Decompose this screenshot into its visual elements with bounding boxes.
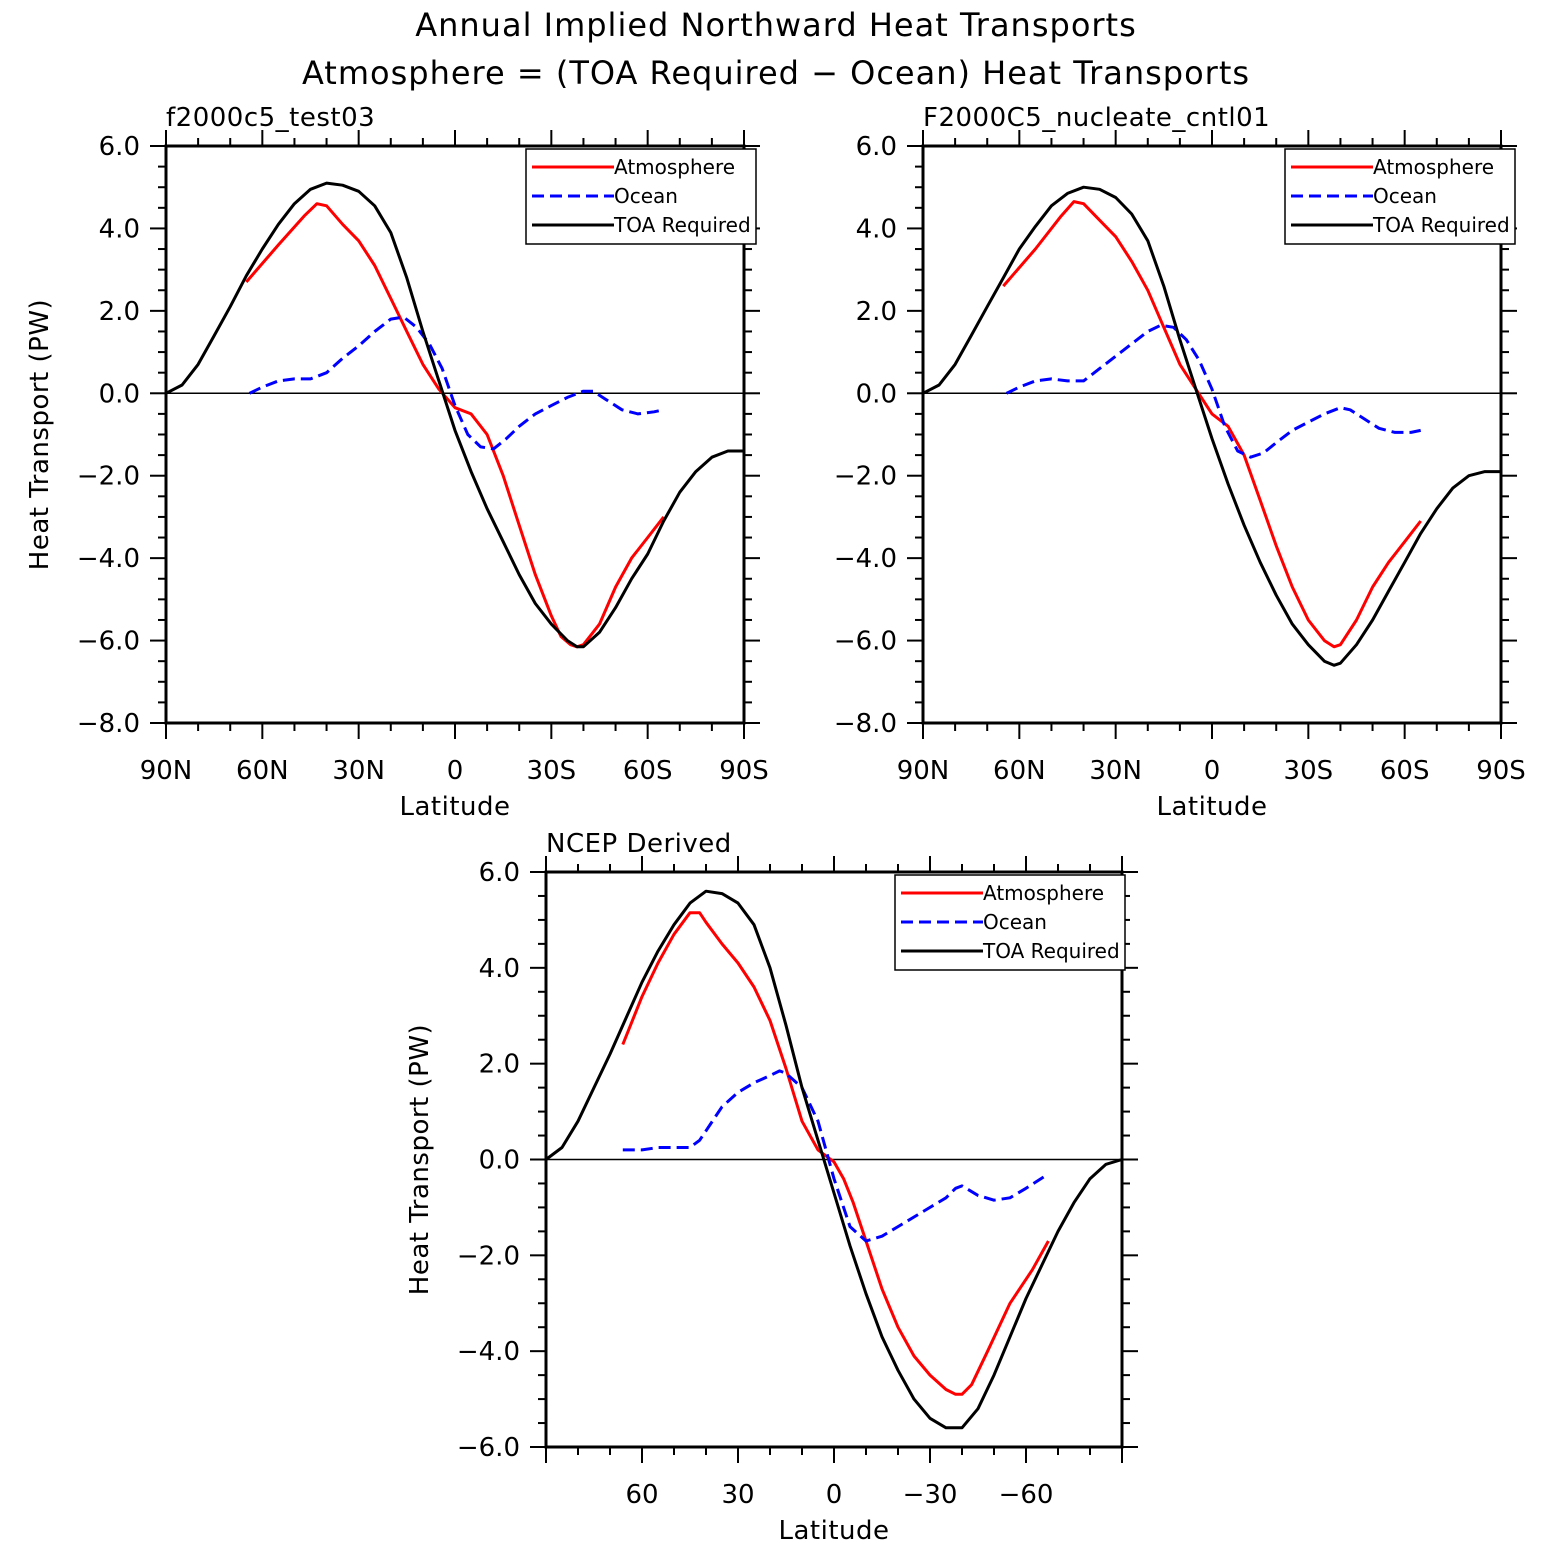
series-line-atmosphere [1002,200,1422,649]
x-tick-label: 30 [721,1480,754,1510]
x-tick-label: 30N [1089,756,1142,786]
x-tick-label: −60 [999,1480,1054,1510]
x-tick-label: 90N [897,756,950,786]
legend-box [894,874,1126,971]
legend-entry: TOA Required [982,939,1120,963]
series-line-ocean [1005,323,1422,459]
x-tick-label: 60N [236,756,289,786]
x-tick-label: 30N [332,756,385,786]
x-tick-label: 60 [625,1480,658,1510]
legend: Atmosphere Ocean TOA Required [894,874,1126,971]
legend-box [1284,148,1516,245]
x-tick-label: 60N [993,756,1046,786]
legend-entry: TOA Required [613,213,751,237]
x-axis-label: Latitude [399,792,510,822]
figure-title-line2: Atmosphere = (TOA Required − Ocean) Heat… [302,54,1250,92]
legend-entry: Ocean [983,910,1047,934]
x-axis-label: Latitude [778,1516,889,1546]
series-line-ocean [248,315,665,451]
legend-entry: Atmosphere [1373,155,1494,179]
panel-title: f2000c5_test03 [166,103,375,133]
y-tick-label: −6.0 [77,627,140,657]
series-line-atmosphere [245,202,665,649]
y-tick-label: −2.0 [834,462,897,492]
y-tick-label: 2.0 [99,297,140,327]
series-line-toa-required [922,185,1501,667]
legend-entry: Atmosphere [983,881,1104,905]
x-tick-label: 90N [140,756,193,786]
legend-entry: Ocean [614,184,678,208]
y-tick-label: 4.0 [856,214,897,244]
x-tick-label: −30 [903,1480,958,1510]
x-tick-label: 0 [1204,756,1221,786]
series-line-toa-required [165,181,744,649]
y-tick-label: −4.0 [457,1337,520,1367]
y-tick-label: −8.0 [834,709,897,739]
y-tick-label: −6.0 [834,627,897,657]
y-tick-label: 4.0 [99,214,140,244]
x-tick-label: 60S [1380,756,1430,786]
y-tick-label: −2.0 [457,1241,520,1271]
y-tick-label: 2.0 [856,297,897,327]
x-tick-label: 0 [826,1480,843,1510]
y-tick-label: 2.0 [479,1050,520,1080]
y-tick-label: 0.0 [99,379,140,409]
series-line-ocean [622,1069,1050,1243]
y-tick-label: 4.0 [479,954,520,984]
x-tick-label: 90S [719,756,769,786]
y-tick-label: 6.0 [479,858,520,888]
legend-entry: TOA Required [1372,213,1510,237]
x-tick-label: 90S [1476,756,1526,786]
legend-box [525,148,757,245]
legend-entry: Atmosphere [614,155,735,179]
figure-title-line1: Annual Implied Northward Heat Transports [415,6,1137,44]
panel-title: NCEP Derived [546,829,732,859]
legend: Atmosphere Ocean TOA Required [525,148,757,245]
y-axis-label: Heat Transport (PW) [405,1024,435,1295]
y-tick-label: −8.0 [77,709,140,739]
chart-panel-3: NCEP Derived 6.0 4.0 2.0 0.0 −2.0 −4.0 −6.0 60 30… [405,829,1138,1546]
panel-title: F2000C5_nucleate_cntl01 [923,103,1270,133]
legend-entry: Ocean [1373,184,1437,208]
y-tick-label: −4.0 [834,544,897,574]
chart-panel-1: f2000c5_test03 6.0 4.0 2.0 0.0 −2.0 −4.0 −6.0 −8… [25,103,769,822]
x-axis-label: Latitude [1156,792,1267,822]
x-tick-label: 0 [447,756,464,786]
y-tick-label: −4.0 [77,544,140,574]
y-tick-label: 6.0 [856,132,897,162]
y-tick-label: 6.0 [99,132,140,162]
x-tick-label: 30S [527,756,577,786]
x-tick-label: 60S [623,756,673,786]
series-line-atmosphere [621,911,1050,1396]
y-tick-label: −2.0 [77,462,140,492]
y-axis-label: Heat Transport (PW) [25,299,55,570]
y-tick-label: 0.0 [856,379,897,409]
y-tick-label: −6.0 [457,1433,520,1463]
y-tick-label: 0.0 [479,1146,520,1176]
legend: Atmosphere Ocean TOA Required [1284,148,1516,245]
x-tick-label: 30S [1284,756,1334,786]
chart-panels: f2000c5_test03 6.0 4.0 2.0 0.0 −2.0 −4.0 −6.0 −8… [25,103,1526,1546]
series-line-toa-required [545,889,1123,1430]
chart-panel-2: F2000C5_nucleate_cntl01 6.0 4.0 2.0 0.0 −2.0 −… [834,103,1526,822]
